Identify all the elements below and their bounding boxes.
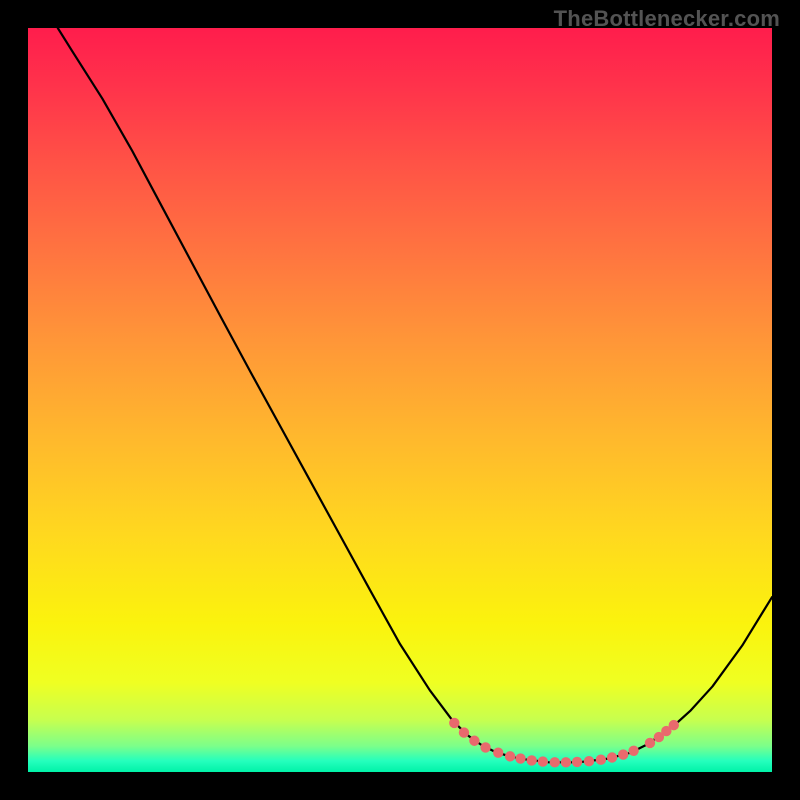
curve-marker <box>645 738 655 748</box>
curve-marker <box>607 752 617 762</box>
curve-marker <box>493 747 503 757</box>
curve-marker <box>505 751 515 761</box>
curve-marker <box>596 755 606 765</box>
gradient-background <box>28 28 772 772</box>
watermark-text: TheBottlenecker.com <box>554 6 780 32</box>
curve-marker <box>480 742 490 752</box>
curve-marker <box>459 727 469 737</box>
curve-marker <box>628 746 638 756</box>
curve-marker <box>550 757 560 767</box>
curve-marker <box>526 755 536 765</box>
curve-marker <box>618 749 628 759</box>
curve-marker <box>669 720 679 730</box>
chart-svg <box>28 28 772 772</box>
curve-marker <box>515 753 525 763</box>
curve-marker <box>572 757 582 767</box>
chart-area <box>28 28 772 772</box>
curve-marker <box>449 718 459 728</box>
curve-marker <box>584 756 594 766</box>
curve-marker <box>469 736 479 746</box>
curve-marker <box>561 757 571 767</box>
curve-marker <box>538 756 548 766</box>
